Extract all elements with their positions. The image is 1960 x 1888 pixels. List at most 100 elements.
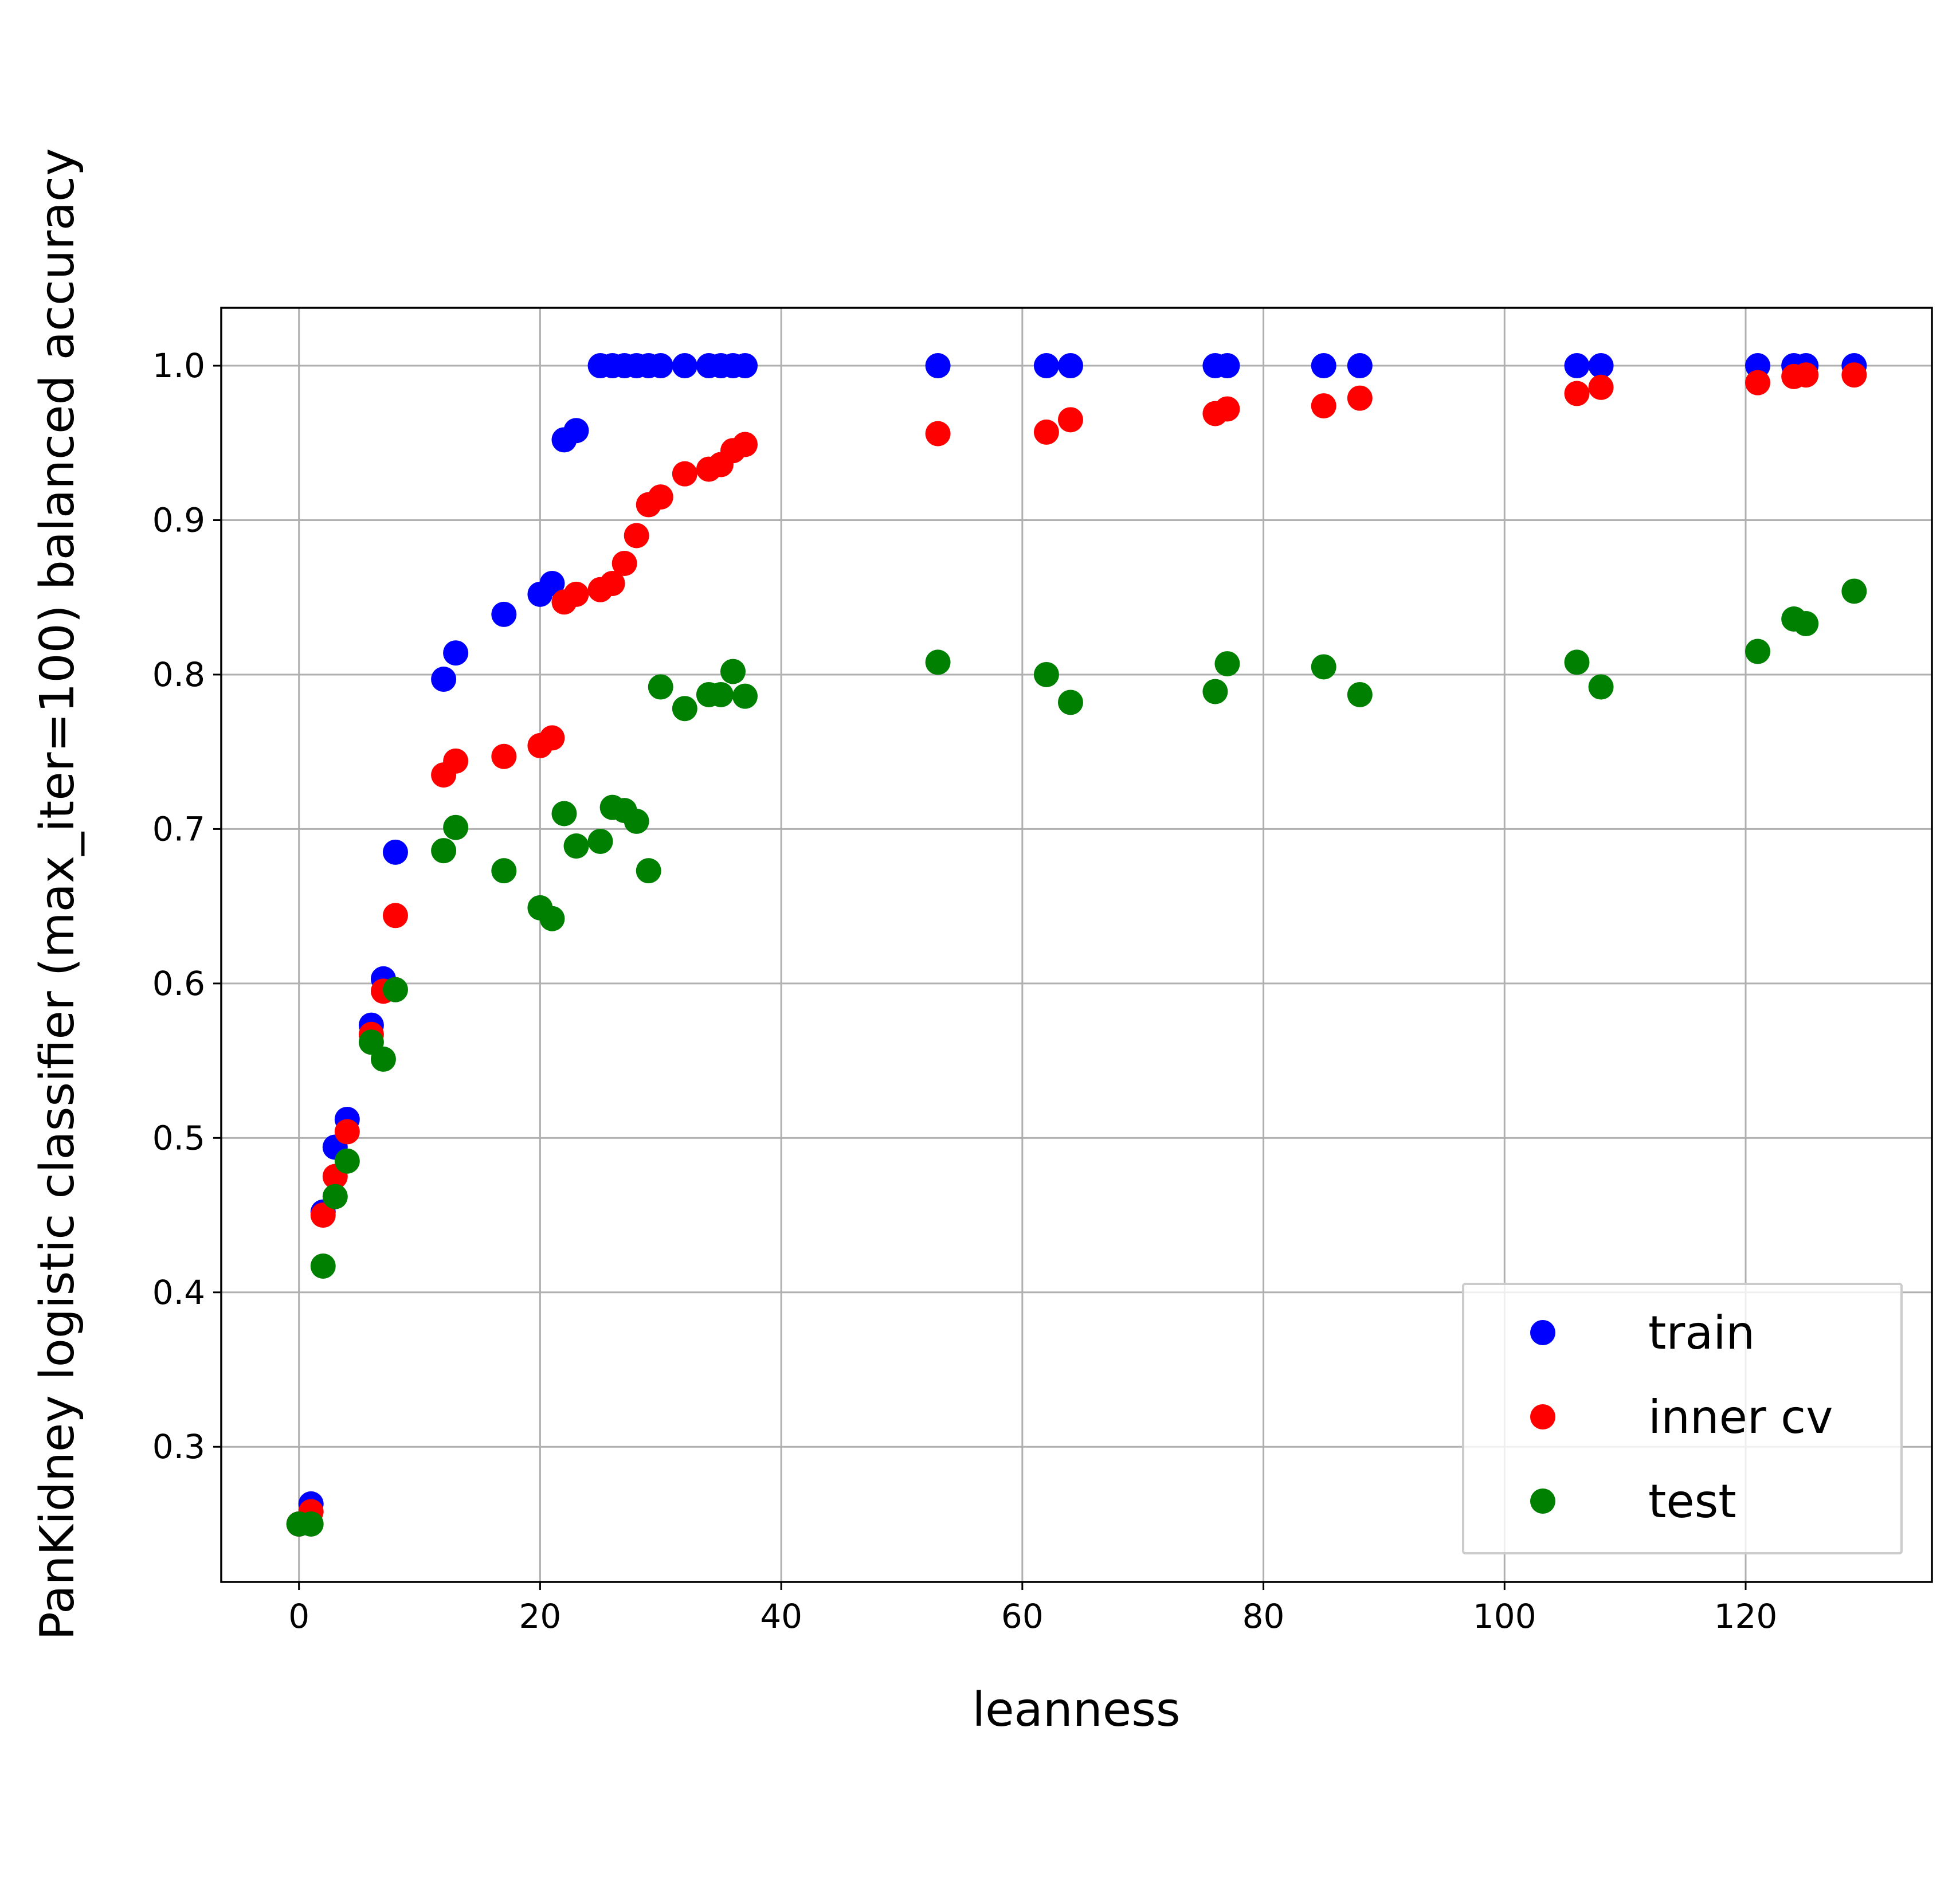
legend: train inner cv test	[1462, 1283, 1903, 1554]
data-point	[1347, 681, 1373, 707]
data-point	[1564, 649, 1590, 675]
data-point	[382, 839, 408, 865]
series-test	[286, 578, 1867, 1537]
data-point	[382, 903, 408, 929]
data-point	[491, 601, 517, 627]
y-tick-label: 1.0	[152, 346, 205, 385]
x-axis-ticks: 0 20 40 60 80 100 120	[288, 1582, 1777, 1636]
legend-marker	[1530, 1320, 1555, 1345]
data-point	[1347, 385, 1373, 411]
data-point	[1588, 674, 1614, 700]
data-point	[732, 432, 758, 457]
data-point	[1057, 690, 1083, 715]
data-point	[1588, 353, 1614, 379]
data-point	[1841, 362, 1867, 388]
data-point	[648, 674, 673, 700]
plot-frame	[220, 307, 1933, 1583]
data-points	[286, 353, 1867, 1537]
data-point	[708, 681, 734, 707]
x-tick-label: 120	[1714, 1597, 1778, 1636]
data-point	[732, 353, 758, 379]
legend-label: inner cv	[1648, 1390, 1833, 1444]
data-point	[624, 523, 649, 549]
data-point	[322, 1184, 348, 1209]
data-point	[334, 1148, 360, 1174]
x-tick-label: 80	[1242, 1597, 1285, 1636]
data-point	[1057, 407, 1083, 433]
data-point	[1347, 353, 1373, 379]
data-point	[298, 1511, 324, 1537]
data-point	[1793, 611, 1819, 637]
data-point	[587, 828, 613, 854]
data-point	[648, 353, 673, 379]
x-axis-label: leanness	[972, 1683, 1180, 1737]
data-point	[539, 906, 565, 931]
data-point	[1745, 370, 1771, 395]
data-point	[1564, 353, 1590, 379]
legend-label: train	[1648, 1306, 1755, 1360]
data-point	[648, 484, 673, 510]
data-point	[1564, 381, 1590, 406]
data-point	[1793, 362, 1819, 388]
x-tick-label: 60	[1001, 1597, 1044, 1636]
x-tick-label: 100	[1473, 1597, 1536, 1636]
data-point	[1033, 353, 1059, 379]
data-point	[636, 858, 661, 884]
data-point	[1588, 374, 1614, 400]
data-point	[1202, 679, 1228, 704]
data-point	[1033, 419, 1059, 445]
data-point	[1745, 639, 1771, 664]
data-point	[563, 418, 589, 444]
data-point	[925, 353, 951, 379]
data-point	[382, 977, 408, 1002]
x-tick-label: 20	[519, 1597, 561, 1636]
data-point	[443, 640, 469, 666]
data-point	[624, 808, 649, 834]
data-point	[310, 1202, 336, 1228]
data-point	[1311, 393, 1336, 419]
data-point	[551, 801, 577, 827]
data-point	[611, 550, 637, 576]
legend-label: test	[1648, 1475, 1736, 1528]
data-point	[1214, 396, 1240, 422]
y-tick-label: 0.5	[152, 1118, 205, 1157]
data-point	[1311, 654, 1336, 680]
data-point	[370, 1046, 396, 1072]
data-point	[732, 683, 758, 709]
data-point	[1033, 661, 1059, 687]
data-point	[599, 570, 625, 596]
data-point	[310, 1253, 336, 1279]
data-point	[672, 353, 697, 379]
y-axis-ticks: 0.3 0.4 0.5 0.6 0.7 0.8 0.9 1.0	[152, 346, 221, 1466]
y-axis-label: PanKidney logistic classifier (max_iter=…	[30, 148, 85, 1640]
legend-marker	[1530, 1489, 1555, 1514]
data-point	[925, 421, 951, 446]
data-point	[334, 1119, 360, 1145]
y-tick-label: 0.8	[152, 655, 205, 694]
data-point	[539, 725, 565, 751]
data-point	[431, 667, 457, 692]
data-point	[491, 858, 517, 884]
data-point	[1214, 651, 1240, 677]
data-point	[925, 649, 951, 675]
data-point	[672, 696, 697, 722]
data-point	[1841, 578, 1867, 604]
x-tick-label: 40	[760, 1597, 802, 1636]
data-point	[563, 833, 589, 859]
data-point	[1057, 353, 1083, 379]
data-point	[1214, 353, 1240, 379]
y-tick-label: 0.6	[152, 964, 205, 1003]
data-point	[539, 570, 565, 596]
data-point	[491, 743, 517, 769]
legend-marker	[1530, 1404, 1555, 1429]
y-tick-label: 0.7	[152, 809, 205, 848]
y-tick-label: 0.9	[152, 501, 205, 540]
legend-box	[1462, 1283, 1903, 1554]
data-point	[443, 748, 469, 774]
data-point	[720, 659, 746, 684]
data-point	[1311, 353, 1336, 379]
y-tick-label: 0.4	[152, 1273, 205, 1312]
x-tick-label: 0	[288, 1597, 309, 1636]
y-tick-label: 0.3	[152, 1427, 205, 1466]
